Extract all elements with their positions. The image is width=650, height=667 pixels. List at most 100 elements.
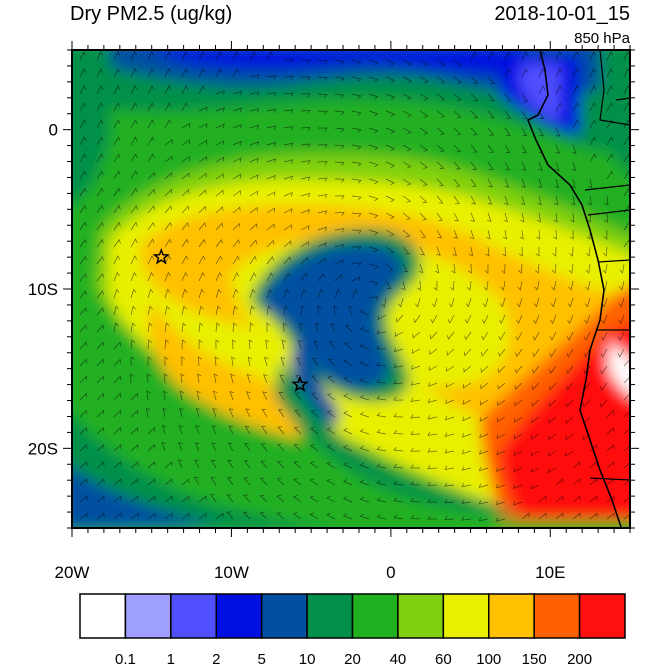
wind-barb — [547, 467, 557, 474]
wind-barb — [381, 297, 387, 308]
wind-barb — [538, 51, 546, 61]
wind-barb — [568, 280, 574, 291]
wind-barb — [147, 495, 156, 503]
wind-barb — [312, 358, 319, 367]
wind-barb — [368, 280, 379, 287]
wind-barb — [499, 314, 506, 325]
wind-barb — [266, 51, 274, 61]
wind-barb — [266, 272, 274, 282]
wind-barb — [604, 195, 609, 206]
wind-barb — [487, 195, 493, 205]
wind-barb — [433, 280, 438, 291]
wind-barb — [470, 51, 478, 61]
wind-barb — [130, 392, 139, 401]
wind-barb — [317, 59, 328, 65]
wind-barb — [215, 156, 225, 163]
wind-barb — [197, 373, 202, 384]
wind-barb — [470, 76, 479, 85]
wind-barb — [198, 205, 207, 214]
wind-barb — [283, 159, 294, 164]
wind-barb — [130, 102, 138, 112]
wind-barb — [623, 376, 630, 384]
wind-barb — [359, 411, 370, 418]
wind-barb — [504, 178, 510, 188]
wind-barb — [482, 297, 489, 308]
lon-tick-label: 10W — [214, 563, 249, 582]
wind-barb — [164, 139, 173, 146]
wind-barb — [211, 425, 217, 435]
wind-barb — [198, 68, 206, 78]
wind-barb — [300, 93, 311, 98]
wind-barb — [393, 514, 404, 520]
wind-barb — [552, 246, 557, 257]
wind-barb — [130, 444, 139, 452]
wind-barb — [300, 209, 310, 214]
wind-barb — [215, 238, 223, 248]
wind-barb — [266, 207, 275, 214]
wind-barb — [147, 188, 156, 197]
wind-barb — [293, 460, 302, 469]
map-title: Dry PM2.5 (ug/kg) — [70, 3, 233, 25]
wind-barb — [513, 501, 523, 506]
wind-barb — [164, 85, 172, 95]
wind-barb — [334, 228, 345, 233]
wind-barb — [130, 68, 138, 78]
wind-barb — [113, 341, 122, 350]
wind-barb — [585, 263, 591, 274]
wind-barb — [249, 74, 260, 80]
wind-barb — [530, 467, 540, 473]
wind-barb — [343, 376, 353, 384]
wind-barb — [195, 407, 201, 418]
colorbar-tick-label: 1 — [167, 651, 175, 667]
wind-barb — [113, 495, 122, 503]
wind-barb — [606, 85, 614, 95]
wind-barb — [555, 161, 560, 172]
wind-barb — [464, 331, 472, 341]
wind-barb — [487, 144, 494, 153]
wind-barb — [113, 238, 121, 248]
wind-barb — [147, 478, 156, 486]
lat-tick-label: 10S — [28, 280, 58, 299]
wind-barb — [570, 195, 576, 206]
wind-barb — [504, 144, 511, 154]
wind-barb — [418, 263, 424, 274]
wind-barb — [198, 512, 207, 520]
wind-barb — [96, 204, 104, 214]
wind-barb — [198, 238, 206, 248]
wind-barb — [226, 494, 234, 503]
wind-barb — [504, 51, 512, 61]
wind-barb — [300, 143, 311, 148]
wind-barb — [179, 407, 184, 418]
wind-barb — [180, 373, 185, 384]
wind-barb — [147, 85, 155, 95]
wind-barb — [538, 512, 547, 520]
wind-barb — [276, 494, 285, 503]
wind-barb — [232, 239, 240, 248]
wind-barb — [181, 222, 189, 231]
axis-labels: 20W 10W 0 10E 0 10S 20S — [28, 121, 566, 582]
wind-barb — [164, 495, 173, 503]
wind-barb — [402, 59, 412, 67]
wind-barb — [283, 305, 289, 316]
wind-barb — [453, 144, 462, 153]
wind-barb — [79, 273, 87, 282]
wind-barb — [181, 139, 190, 146]
wind-barb — [452, 246, 457, 257]
wind-barb — [228, 425, 234, 435]
wind-barb — [623, 513, 630, 520]
wind-barb — [317, 144, 328, 149]
wind-barb — [300, 126, 311, 131]
wind-barb — [487, 212, 492, 223]
wind-barb — [147, 221, 155, 231]
wind-barb — [79, 461, 88, 469]
wind-barb — [96, 461, 105, 469]
wind-barb — [589, 136, 597, 146]
wind-barb — [531, 416, 540, 424]
wind-barb — [570, 212, 575, 223]
wind-barb — [215, 173, 224, 180]
wind-barb — [623, 358, 630, 367]
wind-barb — [266, 75, 277, 80]
wind-barb — [113, 170, 121, 180]
wind-barb — [520, 212, 525, 223]
colorbar-tick-label: 40 — [390, 651, 407, 667]
